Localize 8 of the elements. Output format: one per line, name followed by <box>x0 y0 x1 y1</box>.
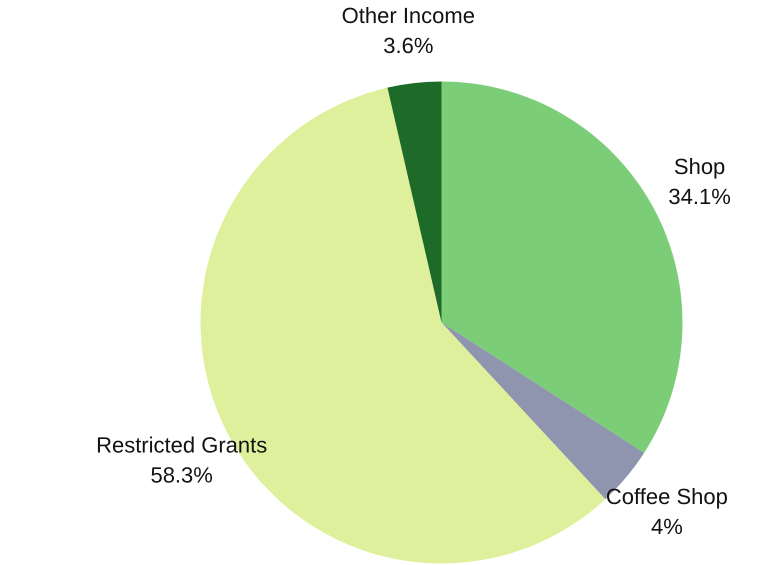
data-label: 58.3% <box>150 462 213 488</box>
slice-label: Shop <box>674 154 726 180</box>
data-label: 34.1% <box>668 184 731 210</box>
data-label: 3.6% <box>383 32 434 58</box>
slice-label: Other Income <box>342 2 475 28</box>
data-label: 4% <box>650 514 683 539</box>
slice-label: Coffee Shop <box>606 484 728 509</box>
slice-label: Restricted Grants <box>96 432 268 458</box>
